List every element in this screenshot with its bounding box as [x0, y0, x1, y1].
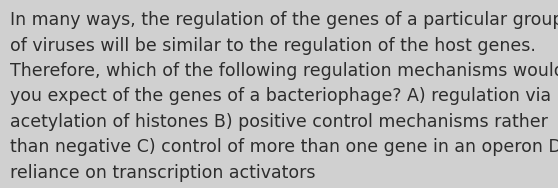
Text: reliance on transcription activators: reliance on transcription activators [10, 164, 315, 182]
Text: Therefore, which of the following regulation mechanisms would: Therefore, which of the following regula… [10, 62, 558, 80]
Text: than negative C) control of more than one gene in an operon D): than negative C) control of more than on… [10, 138, 558, 156]
Text: In many ways, the regulation of the genes of a particular group: In many ways, the regulation of the gene… [10, 11, 558, 29]
Text: you expect of the genes of a bacteriophage? A) regulation via: you expect of the genes of a bacteriopha… [10, 87, 551, 105]
Text: acetylation of histones B) positive control mechanisms rather: acetylation of histones B) positive cont… [10, 113, 548, 131]
Text: of viruses will be similar to the regulation of the host genes.: of viruses will be similar to the regula… [10, 37, 536, 55]
